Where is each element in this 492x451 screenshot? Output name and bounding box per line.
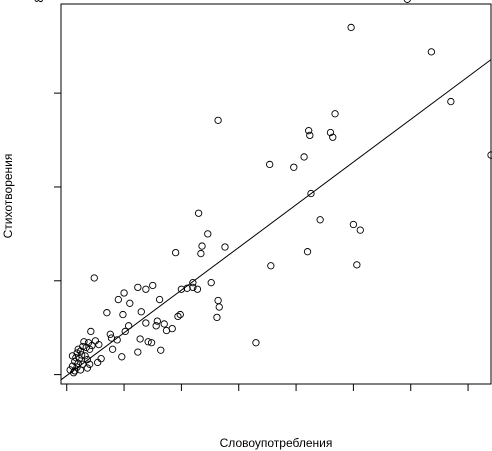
data-point <box>142 319 150 327</box>
data-point <box>71 367 79 375</box>
data-point <box>69 369 78 377</box>
data-point <box>189 279 197 287</box>
data-point <box>77 351 86 359</box>
data-point <box>87 327 95 336</box>
y-axis-title: Стихотворения <box>1 154 15 239</box>
data-point <box>118 353 126 361</box>
data-points <box>66 0 492 377</box>
data-point <box>290 163 298 171</box>
data-point <box>326 128 335 137</box>
data-point <box>153 317 161 325</box>
data-point <box>303 248 312 256</box>
data-point <box>108 345 117 353</box>
plot-frame <box>60 3 492 385</box>
data-point <box>144 338 152 346</box>
data-point <box>121 327 129 336</box>
data-point <box>213 313 221 322</box>
data-point <box>194 209 203 217</box>
data-point <box>174 312 182 321</box>
data-point <box>252 339 260 347</box>
data-point <box>90 274 98 282</box>
data-point <box>204 230 212 238</box>
data-point <box>149 281 157 290</box>
data-point <box>160 320 168 328</box>
data-point <box>125 322 133 330</box>
data-point <box>305 127 313 135</box>
data-point <box>307 189 315 198</box>
data-point <box>152 322 160 330</box>
data-point <box>83 355 92 364</box>
data-point <box>97 355 105 363</box>
data-point <box>82 343 90 352</box>
data-point <box>76 366 85 374</box>
data-point <box>119 310 127 319</box>
y-axis: 8 <box>32 0 61 376</box>
data-point <box>103 309 111 317</box>
data-point <box>189 283 197 292</box>
data-point <box>221 243 229 251</box>
data-point <box>106 330 114 338</box>
data-point <box>347 23 355 32</box>
x-axis-title: Словоупотребления <box>220 436 333 450</box>
data-point <box>266 160 274 169</box>
data-point <box>267 262 275 270</box>
data-point <box>83 364 92 372</box>
data-point <box>403 0 411 3</box>
data-point <box>306 131 314 140</box>
data-point <box>300 153 308 161</box>
y-tick-label: 8 <box>32 0 46 3</box>
data-point <box>95 340 103 349</box>
data-point <box>198 242 206 250</box>
data-point <box>427 48 436 56</box>
data-point <box>86 360 94 368</box>
data-point <box>197 249 205 258</box>
regression-line <box>60 59 492 381</box>
data-point <box>91 337 100 345</box>
data-point <box>177 285 186 293</box>
data-point <box>331 110 339 118</box>
data-point <box>134 283 142 292</box>
data-point <box>79 342 87 351</box>
data-point <box>142 285 150 293</box>
data-point <box>183 284 191 292</box>
data-point <box>136 335 144 343</box>
data-point <box>155 295 164 304</box>
data-point <box>193 285 202 293</box>
data-point <box>94 358 102 367</box>
regression-line-group <box>60 59 492 381</box>
data-point <box>113 336 121 344</box>
data-point <box>157 346 165 354</box>
x-axis <box>66 384 469 391</box>
data-point <box>74 359 82 368</box>
data-point <box>329 133 337 141</box>
data-point <box>215 303 223 311</box>
data-point <box>81 352 89 360</box>
data-point <box>349 220 358 229</box>
data-point <box>168 324 176 333</box>
data-point <box>120 289 128 297</box>
data-point <box>353 261 361 269</box>
data-point <box>147 339 156 347</box>
data-point <box>134 348 142 356</box>
data-point <box>207 279 215 287</box>
data-point <box>356 226 364 234</box>
data-point <box>137 308 145 316</box>
data-point <box>447 97 455 106</box>
data-point <box>126 299 134 307</box>
data-point <box>487 151 492 159</box>
data-point <box>172 248 180 257</box>
data-point <box>316 216 324 224</box>
data-point <box>214 116 222 124</box>
data-point <box>176 310 184 319</box>
data-point <box>86 345 94 353</box>
data-point <box>76 347 85 355</box>
data-point <box>214 296 222 305</box>
data-point <box>114 295 122 304</box>
